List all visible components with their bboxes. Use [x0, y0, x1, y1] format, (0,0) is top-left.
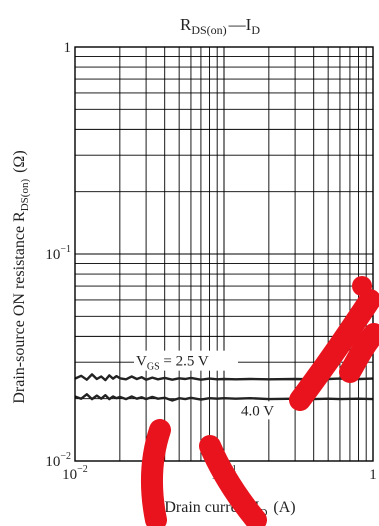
- watermark-stroke-4: [339, 323, 379, 383]
- y-tick-exp: −2: [60, 451, 71, 462]
- title-dash: —: [228, 15, 247, 34]
- x-tick-base: 1: [369, 467, 377, 483]
- y-tick-label: 10−2: [45, 451, 71, 470]
- series-label-2-bg: [238, 401, 286, 420]
- x-label-unit: (A): [273, 499, 295, 516]
- y-label-sub: DS(on): [19, 179, 31, 212]
- y-tick-base: 10: [45, 454, 60, 470]
- series-line-1: [74, 373, 374, 382]
- y-tick-label: 1: [64, 40, 72, 56]
- series-label-1: VGS = 2.5 V: [136, 354, 209, 373]
- title-var-sub: D: [251, 23, 260, 37]
- y-tick-base: 10: [45, 247, 60, 263]
- watermark-stroke-3: [289, 289, 379, 411]
- series-label-2: 4.0 V: [241, 403, 274, 419]
- y-label-unit: (Ω): [11, 150, 28, 173]
- series-line-2: [74, 393, 374, 402]
- y-tick-label: 10−1: [45, 244, 71, 263]
- x-tick-exp: −2: [77, 464, 88, 475]
- series-group: [74, 373, 374, 402]
- y-label-main: Drain-source ON resistance R: [11, 211, 28, 404]
- watermark-stroke-2: [199, 435, 267, 526]
- series-label-1-rest: = 2.5 V: [160, 354, 209, 370]
- series-label-1-var: V: [136, 354, 147, 370]
- title-main-sub: DS(on): [191, 23, 226, 37]
- y-tick-exp: −1: [60, 244, 71, 255]
- watermark: [140, 276, 379, 526]
- y-axis-label: Drain-source ON resistance RDS(on) (Ω): [11, 150, 31, 403]
- series-label-1-sub: GS: [147, 362, 160, 373]
- series-label-1-bg: [134, 350, 238, 371]
- chart-title: RDS(on) —ID: [180, 15, 260, 37]
- title-var: I: [246, 15, 252, 34]
- x-tick-label: 10−2: [62, 464, 88, 483]
- x-tick-base: 10: [62, 467, 77, 483]
- title-main: R: [180, 15, 192, 34]
- x-tick-label: 1: [369, 467, 377, 483]
- watermark-dot: [352, 276, 372, 296]
- watermark-stroke-1: [140, 419, 171, 526]
- y-tick-base: 1: [64, 40, 72, 56]
- series-labels: VGS = 2.5 V 4.0 V: [134, 350, 286, 420]
